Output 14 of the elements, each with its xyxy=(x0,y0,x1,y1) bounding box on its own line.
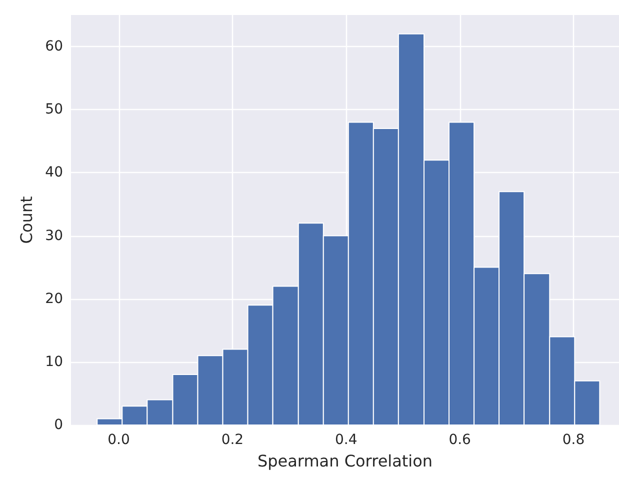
y-tick-label: 60 xyxy=(45,38,63,55)
x-tick-label: 0.2 xyxy=(221,432,244,448)
y-axis-title: Count xyxy=(16,196,36,244)
x-tick-label: 0.0 xyxy=(108,432,130,448)
y-tick-label: 40 xyxy=(45,164,63,181)
x-tick-label: 0.6 xyxy=(448,432,472,448)
y-tick-label: 50 xyxy=(45,102,63,118)
y-tick-label: 30 xyxy=(45,228,63,244)
x-tick-label: 0.8 xyxy=(562,432,585,448)
x-tick-label: 0.4 xyxy=(335,432,358,448)
y-tick-label: 20 xyxy=(45,290,63,307)
x-axis-title: Spearman Correlation xyxy=(257,452,433,470)
y-tick-label: 10 xyxy=(45,354,63,370)
y-tick-label: 0 xyxy=(54,417,63,433)
